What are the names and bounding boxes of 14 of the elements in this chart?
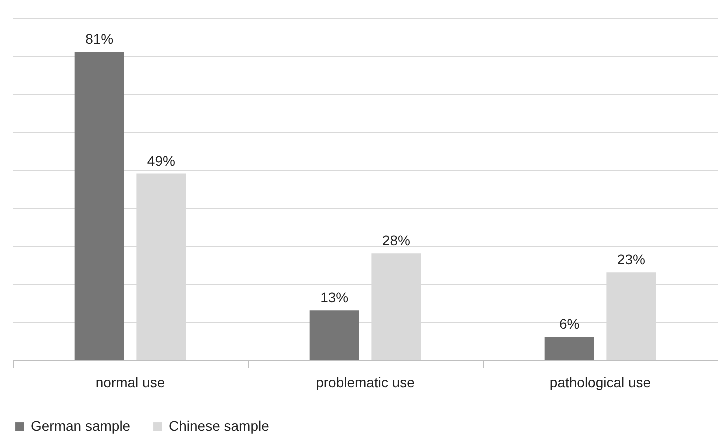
data-label: 13% <box>320 290 349 306</box>
bar <box>310 310 360 360</box>
x-tick-label: normal use <box>96 374 166 390</box>
data-label: 49% <box>147 152 176 169</box>
data-label: 81% <box>86 31 114 48</box>
data-label: 28% <box>382 232 410 249</box>
data-label: 23% <box>617 252 646 268</box>
legend-label: German sample <box>31 418 131 434</box>
bar <box>74 52 124 360</box>
legend-label: Chinese sample <box>169 418 270 434</box>
data-label: 6% <box>559 316 580 332</box>
x-tick-label: pathological use <box>550 374 652 390</box>
bar <box>544 337 594 360</box>
x-tick-label: problematic use <box>316 374 416 390</box>
